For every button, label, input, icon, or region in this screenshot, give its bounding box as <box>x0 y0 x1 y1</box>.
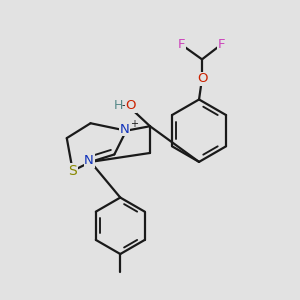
Text: H: H <box>114 99 124 112</box>
Text: S: S <box>68 164 77 178</box>
Text: +: + <box>130 119 138 129</box>
Text: O: O <box>197 72 207 85</box>
Text: -: - <box>122 100 125 110</box>
Text: N: N <box>120 123 130 136</box>
Text: F: F <box>178 38 185 51</box>
Text: N: N <box>84 154 94 167</box>
Text: F: F <box>218 38 225 51</box>
Text: O: O <box>125 99 136 112</box>
